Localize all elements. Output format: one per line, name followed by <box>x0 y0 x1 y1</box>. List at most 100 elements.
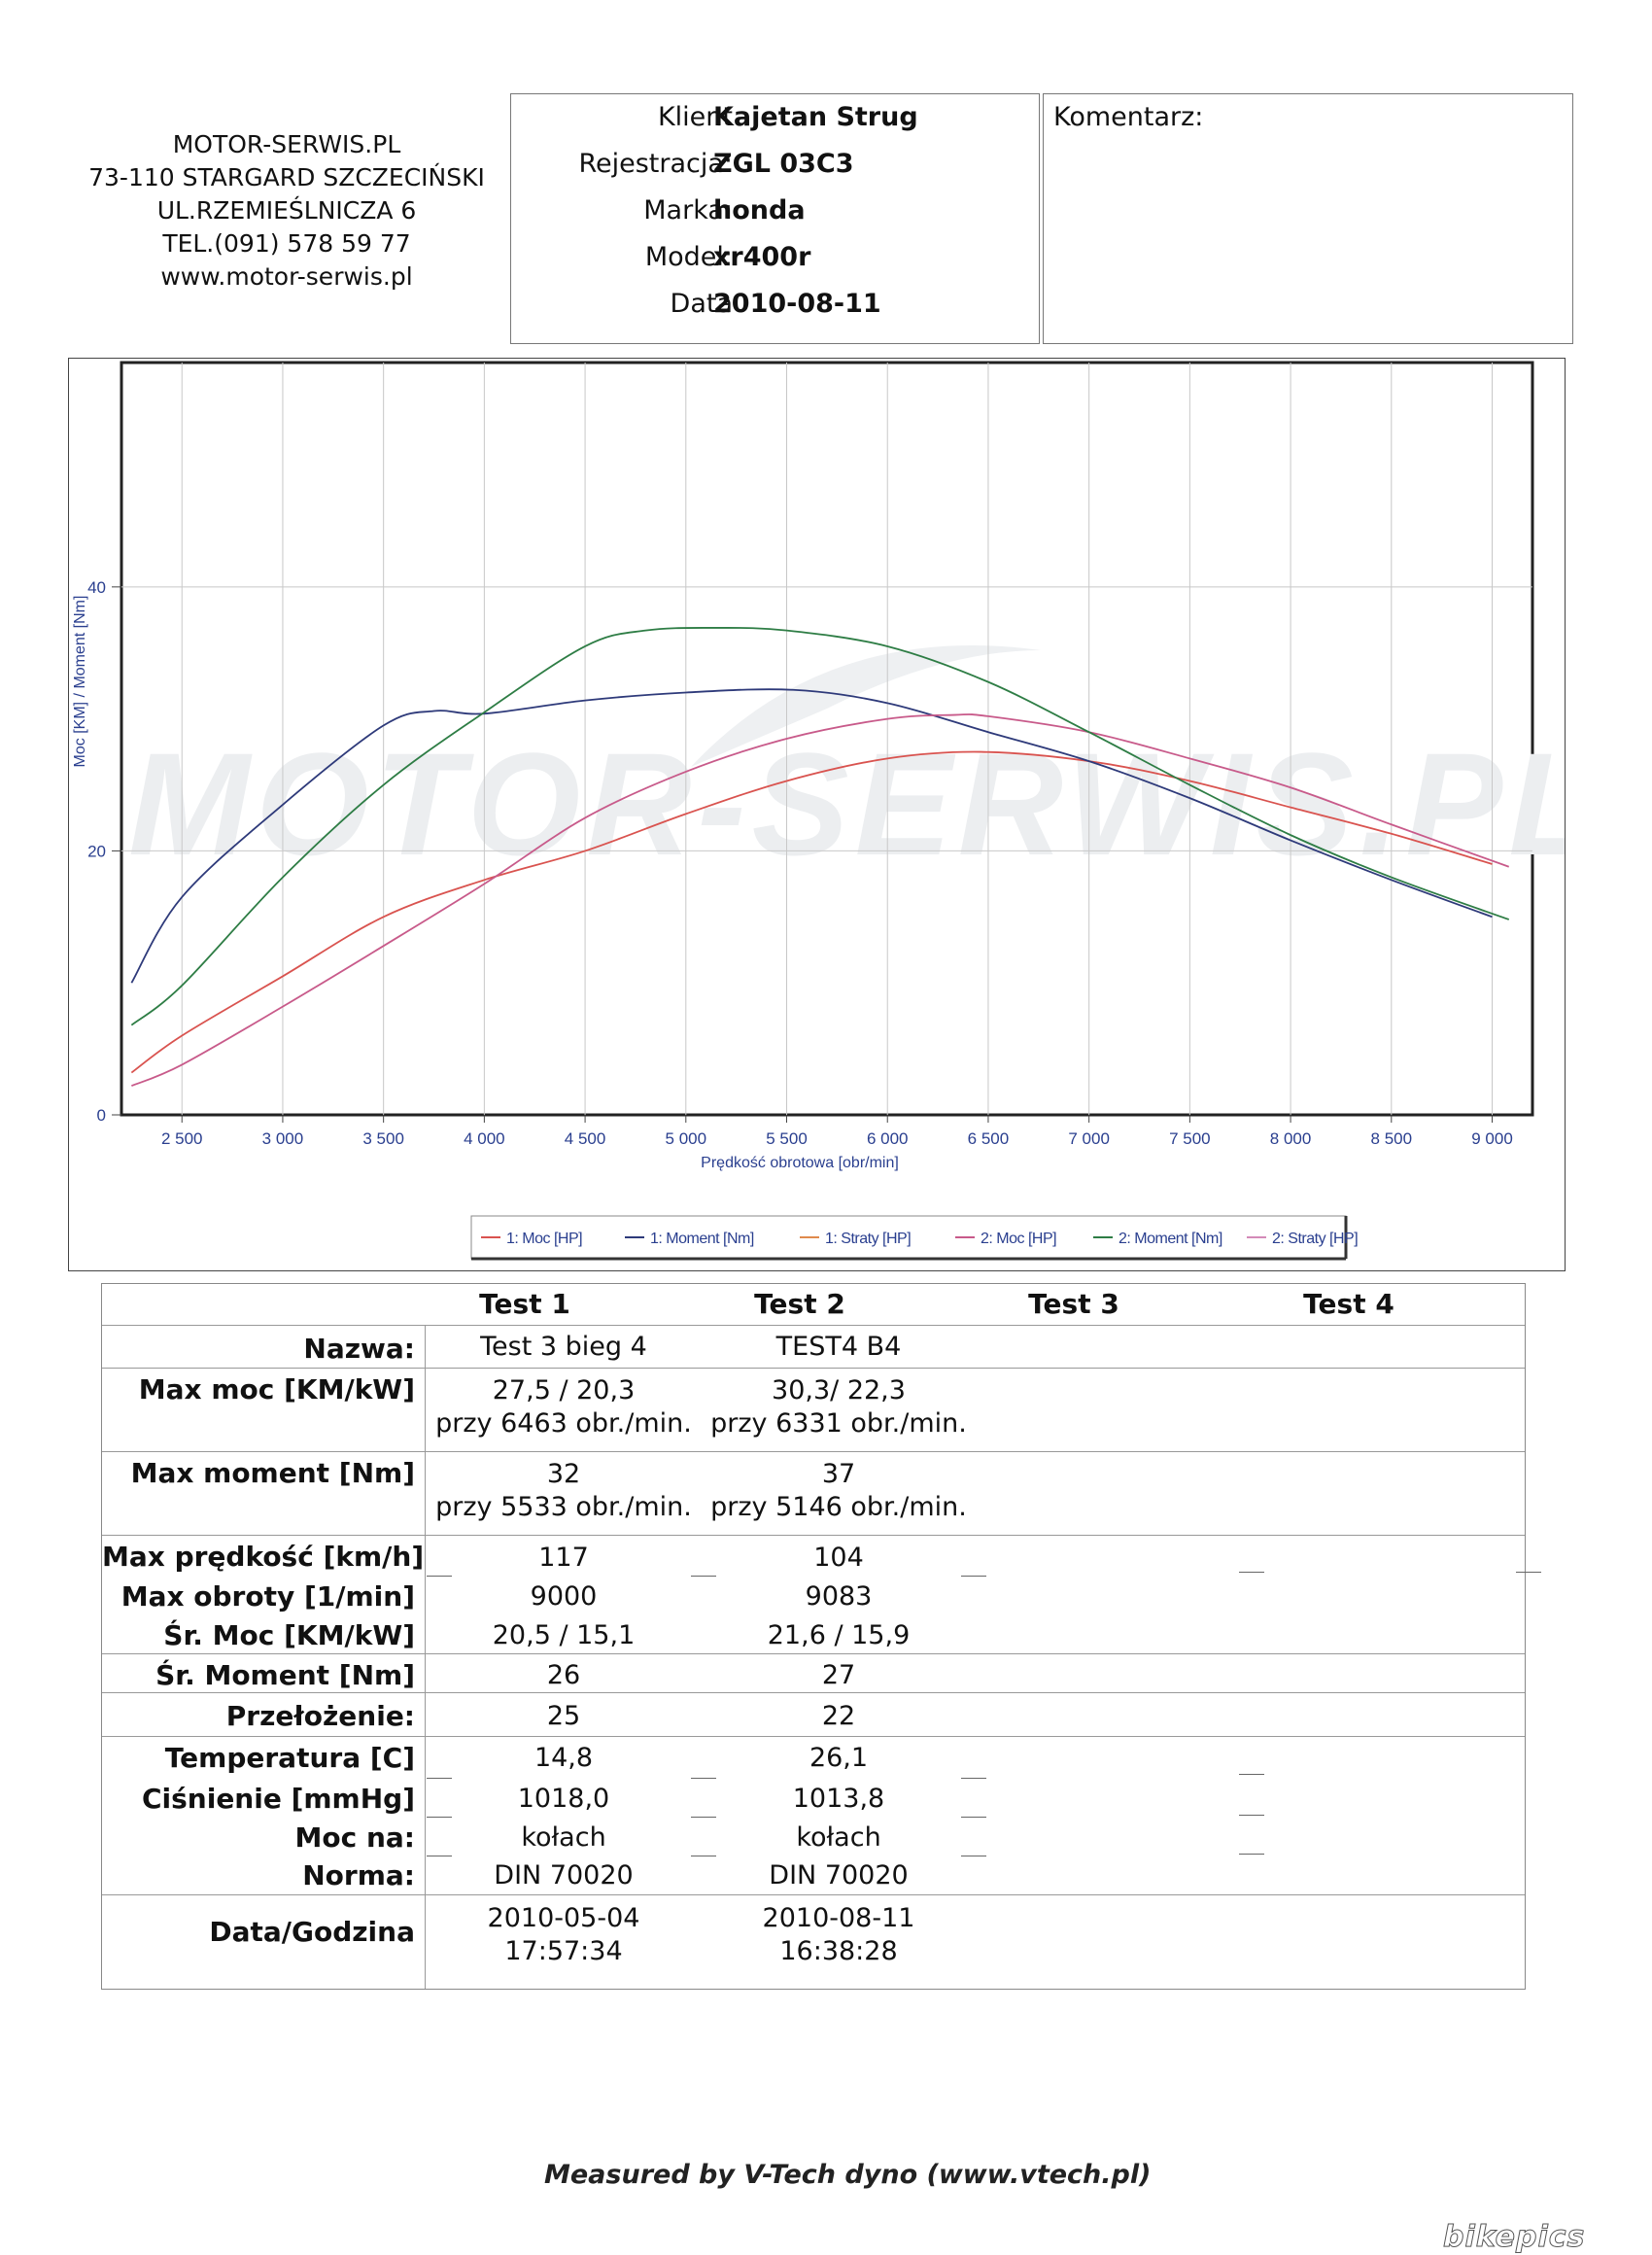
client-info-box: Klient Kajetan Strug Rejestracja: ZGL 03… <box>510 93 1040 344</box>
date-row: Data 2010-08-11 <box>511 289 1039 328</box>
x-axis-ticks: 2 500 3 000 3 500 4 000 4 500 5 000 5 500 6 000… <box>161 1115 1513 1148</box>
x-tick-label: 6 000 <box>867 1129 909 1148</box>
date-value: 2010-08-11 <box>713 289 881 319</box>
make-value: honda <box>713 195 806 226</box>
norma-test-2: DIN 70020 <box>769 1860 909 1891</box>
registration-row: Rejestracja: ZGL 03C3 <box>511 149 1039 188</box>
company-street: UL.RZEMIEŚLNICZA 6 <box>156 196 417 225</box>
legend-label: 1: Straty [HP] <box>825 1231 911 1247</box>
max-moment-rpm-test-2: przy 5146 obr./min. <box>710 1492 967 1522</box>
max-predkosc-test-2: 104 <box>813 1543 864 1573</box>
watermark-text: MOTOR-SERWIS.PL <box>128 722 1565 885</box>
sr-moc-test-2: 21,6 / 15,9 <box>767 1620 911 1650</box>
results-table: Test 1 Test 2 Test 3 Test 4 Nazwa: Test … <box>101 1283 1541 1990</box>
series-line-5 <box>130 627 1510 1026</box>
x-tick-label: 4 500 <box>565 1129 606 1148</box>
x-tick-label: 9 000 <box>1471 1129 1513 1148</box>
label-cisnienie: Ciśnienie [mmHg] <box>141 1783 415 1815</box>
client-row: Klient Kajetan Strug <box>511 102 1039 141</box>
max-moc-rpm-test-1: przy 6463 obr./min. <box>435 1408 692 1439</box>
cisnienie-test-2: 1013,8 <box>792 1784 885 1814</box>
max-moment-rpm-test-1: przy 5533 obr./min. <box>435 1492 692 1522</box>
max-predkosc-test-1: 117 <box>538 1543 589 1573</box>
x-tick-label: 7 500 <box>1169 1129 1211 1148</box>
data-test-1: 2010-05-04 <box>487 1903 640 1933</box>
legend-label: 2: Moment [Nm] <box>1119 1231 1222 1247</box>
model-value: xr400r <box>713 242 811 272</box>
x-tick-label: 5 000 <box>666 1129 707 1148</box>
header-test-1: Test 1 <box>479 1288 570 1320</box>
moc-na-test-1: kołach <box>521 1822 606 1853</box>
cisnienie-test-1: 1018,0 <box>517 1784 610 1814</box>
registration-value: ZGL 03C3 <box>713 149 854 179</box>
max-moment-test-1: 32 <box>546 1459 581 1489</box>
header-test-3: Test 3 <box>1028 1288 1119 1320</box>
x-tick-label: 5 500 <box>766 1129 808 1148</box>
max-moc-test-1: 27,5 / 20,3 <box>492 1375 636 1405</box>
series-lines <box>130 627 1510 1087</box>
temperatura-test-1: 14,8 <box>533 1743 594 1773</box>
norma-test-1: DIN 70020 <box>494 1860 634 1891</box>
y-axis-ticks: 0 20 40 <box>87 578 121 1125</box>
moc-na-test-2: kołach <box>796 1822 881 1853</box>
model-row: Model: xr400r <box>511 242 1039 281</box>
chart-svg: MOTOR-SERWIS.PL 2 500 3 000 3 500 4 000 4 50… <box>72 361 1565 1261</box>
company-header: MOTOR-SERWIS.PL 73-110 STARGARD SZCZECIŃ… <box>58 128 515 294</box>
label-data-godzina: Data/Godzina <box>209 1916 415 1948</box>
series-line-2 <box>130 688 1493 984</box>
label-przelozenie: Przełożenie: <box>225 1700 415 1732</box>
x-tick-label: 8 000 <box>1270 1129 1312 1148</box>
label-sr-moc: Śr. Moc [KM/kW] <box>163 1619 415 1651</box>
legend-label: 2: Moc [HP] <box>981 1231 1056 1247</box>
header-test-4: Test 4 <box>1303 1288 1394 1320</box>
sr-moment-test-2: 27 <box>821 1660 856 1690</box>
legend-label: 1: Moc [HP] <box>506 1231 582 1247</box>
dyno-chart: MOTOR-SERWIS.PL 2 500 3 000 3 500 4 000 4 50… <box>68 358 1566 1271</box>
y-tick-label: 20 <box>87 842 106 860</box>
max-obroty-test-2: 9083 <box>805 1581 873 1612</box>
brand-logo: bikepics <box>1442 2220 1586 2255</box>
max-moc-rpm-test-2: przy 6331 obr./min. <box>710 1408 967 1439</box>
nazwa-test-2: TEST4 B4 <box>775 1332 902 1362</box>
max-moc-test-2: 30,3/ 22,3 <box>772 1375 906 1405</box>
godzina-test-2: 16:38:28 <box>779 1936 898 1966</box>
client-label: Klient <box>657 102 733 132</box>
company-city: 73-110 STARGARD SZCZECIŃSKI <box>88 163 485 191</box>
company-web: www.motor-serwis.pl <box>160 262 413 291</box>
x-tick-label: 6 500 <box>968 1129 1010 1148</box>
legend: 1: Moc [HP] 1: Moment [Nm] 1: Straty [HP] 2… <box>481 1231 1359 1247</box>
sr-moment-test-1: 26 <box>546 1660 581 1690</box>
x-tick-label: 7 000 <box>1068 1129 1110 1148</box>
label-max-moc: Max moc [KM/kW] <box>138 1373 415 1405</box>
label-max-predkosc: Max prędkość [km/h] <box>102 1541 425 1573</box>
comment-label: Komentarz: <box>1053 102 1204 132</box>
y-tick-label: 40 <box>87 578 106 597</box>
label-moc-na: Moc na: <box>294 1821 415 1854</box>
label-sr-moment: Śr. Moment [Nm] <box>155 1659 415 1691</box>
data-test-2: 2010-08-11 <box>762 1903 915 1933</box>
max-obroty-test-1: 9000 <box>530 1581 598 1612</box>
legend-label: 2: Straty [HP] <box>1272 1231 1358 1247</box>
label-max-obroty: Max obroty [1/min] <box>120 1580 415 1613</box>
x-tick-label: 4 000 <box>464 1129 505 1148</box>
x-axis-label: Prędkość obrotowa [obr/min] <box>701 1155 899 1171</box>
model-label: Model: <box>644 242 733 272</box>
legend-label: 1: Moment [Nm] <box>650 1231 754 1247</box>
plot-frame <box>120 361 1534 1117</box>
label-nazwa: Nazwa: <box>303 1333 415 1365</box>
temperatura-test-2: 26,1 <box>809 1743 869 1773</box>
series-line-4 <box>131 713 1510 1087</box>
x-tick-label: 3 500 <box>362 1129 404 1148</box>
footer-measured-by: Measured by V-Tech dyno (www.vtech.pl) <box>544 2160 1152 2190</box>
watermark-logo: MOTOR-SERWIS.PL <box>128 645 1565 885</box>
registration-label: Rejestracja: <box>578 149 733 179</box>
company-phone: TEL.(091) 578 59 77 <box>162 229 411 258</box>
max-moment-test-2: 37 <box>821 1459 856 1489</box>
x-tick-label: 2 500 <box>161 1129 203 1148</box>
x-tick-label: 8 500 <box>1371 1129 1413 1148</box>
przelozenie-test-2: 22 <box>821 1701 856 1731</box>
client-value: Kajetan Strug <box>713 102 918 132</box>
header-test-2: Test 2 <box>754 1288 845 1320</box>
series-line-1 <box>130 750 1493 1074</box>
przelozenie-test-1: 25 <box>546 1701 581 1731</box>
